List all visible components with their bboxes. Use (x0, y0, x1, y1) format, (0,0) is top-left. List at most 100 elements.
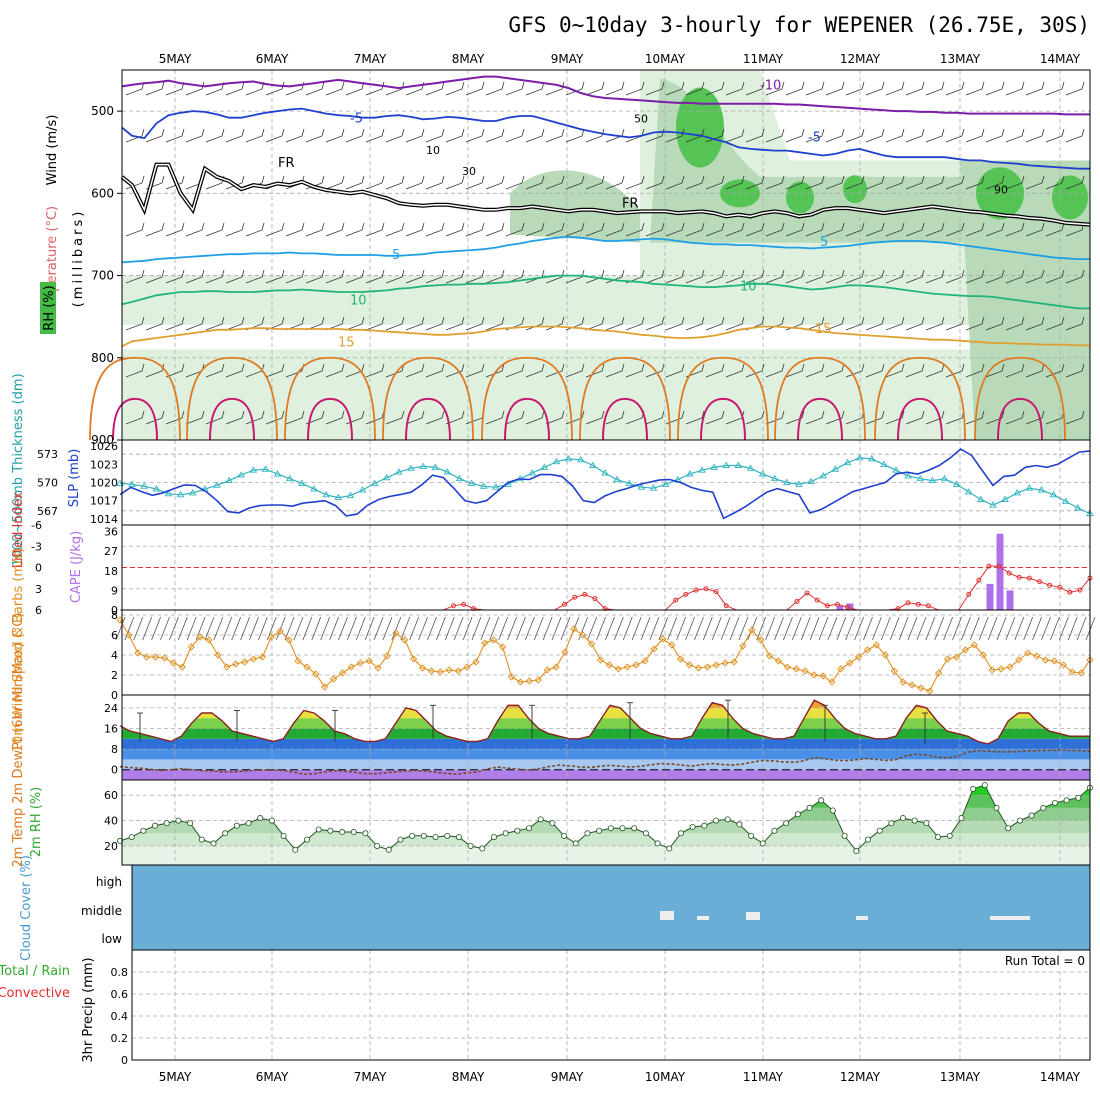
rh2m-point (958, 815, 965, 822)
wind-barb-10m (943, 616, 953, 641)
wind-barb (445, 410, 465, 425)
wind-barb (1045, 363, 1065, 378)
wind-barb (385, 316, 405, 331)
wind-barb (865, 269, 885, 284)
thickness-point (431, 463, 440, 470)
wind-barb (765, 363, 785, 378)
precip-total-label: Total / Rain (0, 964, 70, 979)
rh2m-point (654, 840, 661, 847)
wind-barb (745, 410, 765, 425)
wind-barb (965, 410, 985, 425)
temp-line (119, 699, 1090, 745)
rh2m-point (444, 832, 451, 839)
wind10-point (125, 631, 133, 639)
wind-barb (785, 269, 805, 284)
thickness-point (1025, 484, 1034, 491)
li-point (1067, 589, 1073, 595)
wind-barb (765, 175, 785, 190)
rh2m-point (829, 807, 836, 814)
wind-label: Wind (m/s) (45, 115, 60, 186)
wind-barb (485, 269, 505, 284)
wind-barb (725, 128, 745, 143)
li-point (814, 597, 820, 603)
wind-barb-10m (676, 616, 687, 641)
thickness-point (140, 482, 149, 489)
wind10-point (499, 643, 507, 651)
wind-barb (1025, 316, 1045, 331)
wind10-point (605, 661, 614, 669)
thickness-point (867, 455, 876, 462)
wind-barb (765, 81, 785, 96)
wind-barb (1005, 410, 1025, 425)
rh2m-point (853, 848, 860, 855)
isotherm-25-lobe (504, 397, 550, 441)
rh2m-point (362, 830, 369, 837)
rh-moist-column (960, 160, 1090, 440)
wind-barb (785, 410, 805, 425)
slp-line (119, 448, 1091, 520)
wind-barb (965, 128, 985, 143)
wind-barb (665, 222, 685, 237)
wind-barb (805, 175, 825, 190)
precip-ylabel: Total / Rain Convective 3hr Precip (mm) (0, 957, 96, 1062)
wind-barb (905, 128, 925, 143)
wind10-point (427, 667, 436, 675)
wind-barb-10m (978, 616, 989, 641)
wind10-point (1077, 669, 1085, 677)
thickness-point (128, 480, 136, 487)
wind-barb (385, 175, 405, 190)
wind-barb (365, 316, 385, 331)
date-label-bottom: 14MAY (1040, 1070, 1081, 1084)
cloud-level-label: high (96, 875, 122, 889)
wind10-point (472, 658, 480, 666)
slp-tick-label: 1026 (90, 440, 118, 453)
wind-barb (825, 128, 845, 143)
wind-barb (205, 128, 225, 143)
cape-bar (986, 583, 994, 610)
precip-panel: 0 0.2 0.4 0.6 0.8 Run Total = 0 (111, 949, 1091, 1067)
thickness-point (419, 462, 427, 469)
cloud-gap (856, 916, 868, 920)
thickness-point (722, 461, 731, 468)
wind-barb (945, 363, 965, 378)
wind10-point (418, 664, 427, 672)
wind-barb (705, 128, 725, 143)
wind-barb (125, 222, 145, 237)
wind-barb (185, 410, 205, 425)
wind10-point (303, 663, 311, 671)
wind-barb-10m (765, 616, 776, 641)
wind-barb (745, 128, 765, 143)
label-15: 15 (815, 322, 832, 337)
wind-barb (485, 175, 505, 190)
wind10-tick-label: 0 (111, 689, 118, 702)
thickness-point (977, 495, 985, 502)
wind-barb (125, 363, 145, 378)
wind-barb (725, 363, 745, 378)
wind-barb (665, 316, 685, 331)
ytick-label: 700 (91, 269, 114, 283)
thickness-point (188, 489, 197, 496)
ytick-label: 600 (91, 186, 114, 200)
wind-barb (905, 269, 925, 284)
rh2m-point (1075, 794, 1082, 801)
rh2m-point (993, 804, 1000, 811)
wind-barb (405, 410, 425, 425)
date-label-bottom: 13MAY (940, 1070, 981, 1084)
wind10-point (401, 636, 409, 644)
wind-barb (805, 363, 825, 378)
wind-barb (125, 269, 145, 284)
rh2m-point (163, 820, 170, 827)
wind-barb (845, 363, 865, 378)
thickness-point (310, 485, 318, 492)
wind-barb (345, 222, 365, 237)
rh-label-30: 30 (462, 165, 476, 178)
wind-barb (205, 316, 225, 331)
wind-barb (165, 175, 185, 190)
wind-barb (525, 316, 545, 331)
wind-barb (465, 81, 485, 96)
bottom-date-axis: 5MAY 6MAY 7MAY 8MAY 9MAY 10MAY 11MAY 12MAY 13MAY… (159, 1070, 1081, 1084)
rh2m-point (467, 842, 474, 849)
wind-barb (285, 410, 305, 425)
wind-barb-10m (115, 616, 126, 641)
cloud-level-label: low (102, 932, 123, 946)
